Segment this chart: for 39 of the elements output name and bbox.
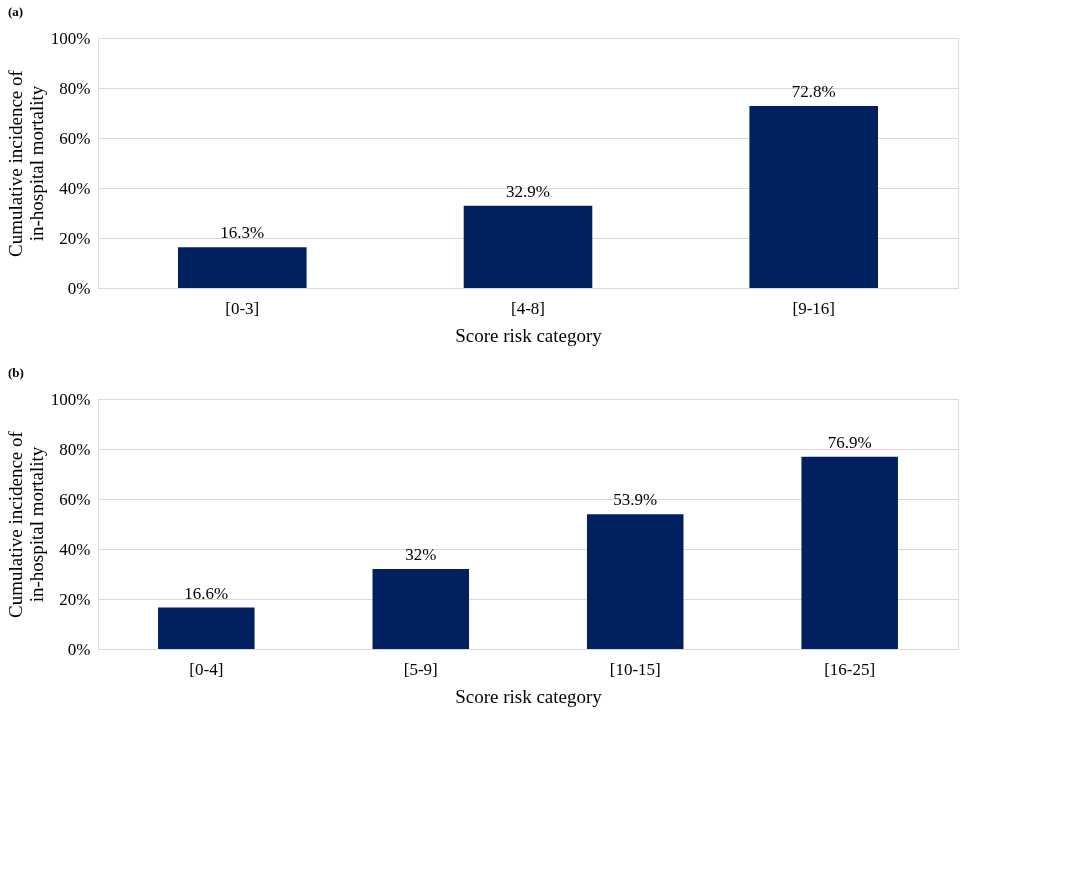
y-tick-label: 40% [59, 178, 91, 198]
y-tick-label: 0% [67, 639, 91, 659]
y-tick-label: 80% [59, 439, 91, 459]
y-tick-label: 100% [50, 389, 91, 409]
y-tick-label: 20% [59, 228, 91, 248]
data-label: 32.9% [506, 181, 550, 201]
data-label: 76.9% [827, 432, 872, 452]
data-label: 72.8% [791, 82, 836, 101]
chart-title: (a) [8, 4, 24, 19]
data-label: 32% [405, 545, 437, 564]
bar [158, 607, 255, 649]
data-label: 53.9% [613, 490, 658, 510]
x-tick-label: [10-15] [609, 659, 661, 679]
x-tick-label: [0-3] [225, 298, 260, 318]
x-tick-label: [16-25] [824, 659, 876, 679]
x-axis-title: Score risk category [455, 324, 603, 346]
y-tick-label: 60% [59, 128, 91, 148]
x-tick-label: [5-9] [403, 659, 438, 679]
chart-title: (b) [8, 365, 24, 380]
x-tick-label: [9-16] [792, 298, 835, 318]
bar [749, 106, 878, 288]
y-tick-label: 60% [59, 489, 91, 509]
bar [586, 514, 684, 649]
bar [801, 456, 898, 649]
y-tick-label: 0% [67, 278, 91, 298]
data-label: 16.3% [220, 223, 265, 243]
x-tick-label: [0-4] [189, 659, 224, 679]
bar [178, 247, 307, 288]
x-tick-label: [4-8] [511, 298, 545, 318]
y-tick-label: 80% [59, 78, 91, 98]
data-label: 16.6% [184, 583, 229, 603]
y-tick-label: 20% [59, 589, 91, 609]
bar [463, 205, 593, 288]
y-axis-title: Cumulative incidence of in-hospital mortality [4, 69, 47, 257]
y-tick-label: 40% [59, 539, 91, 559]
y-axis-title: Cumulative incidence of in-hospital mortality [4, 430, 47, 618]
bar [372, 569, 470, 649]
y-tick-label: 100% [50, 28, 91, 48]
x-axis-title: Score risk category [455, 685, 603, 707]
